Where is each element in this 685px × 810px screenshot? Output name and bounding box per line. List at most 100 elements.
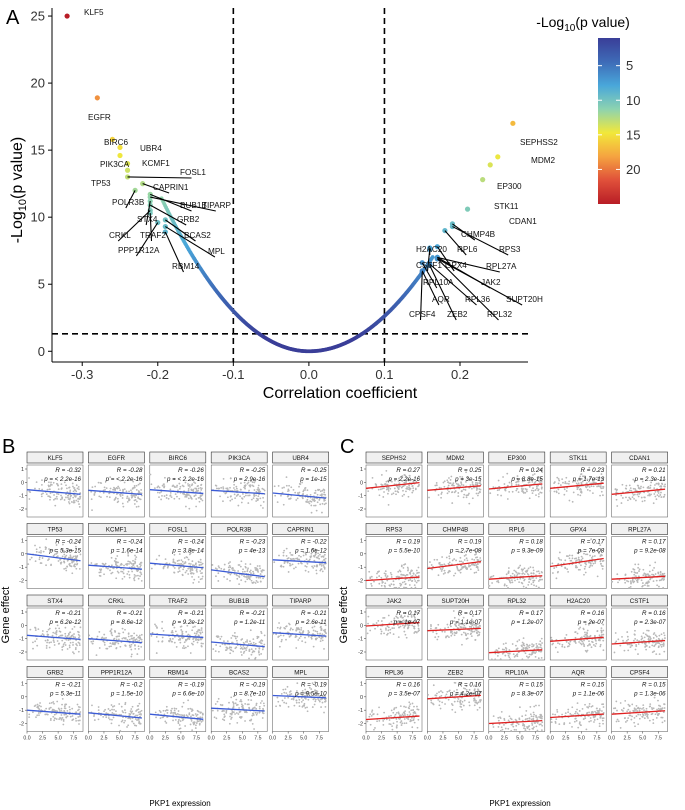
- facet-point: [99, 575, 102, 577]
- facet-strip-label: RBM14: [167, 670, 188, 677]
- facet-point: [254, 642, 257, 645]
- facet-point: [496, 649, 499, 652]
- facet-point: [516, 648, 519, 650]
- facet-point: [71, 482, 74, 485]
- facet-p-value: p = 5.5e-10: [388, 548, 421, 555]
- facet-point: [150, 634, 153, 637]
- facet-point: [558, 643, 561, 645]
- facet-point: [560, 559, 563, 561]
- facet-point: [254, 567, 256, 569]
- facet-point: [407, 569, 409, 572]
- facet-point: [620, 494, 623, 497]
- facet-point: [161, 620, 164, 623]
- volcano-label-bub1b: BUB1B: [180, 201, 207, 210]
- facet-point: [124, 711, 127, 714]
- facet-point: [506, 484, 509, 487]
- facet-point: [401, 495, 404, 497]
- facet-point: [251, 484, 254, 487]
- facet-point: [615, 498, 618, 501]
- facet-point: [289, 497, 292, 500]
- facet-x-tick-label: 0.0: [269, 736, 276, 742]
- facet-point: [447, 562, 450, 565]
- facet-y-tick-label: 0: [21, 623, 24, 629]
- facet-point: [189, 723, 192, 726]
- facet-strip: [88, 451, 145, 464]
- facet-point: [561, 645, 564, 648]
- facet-y-tick-label: 1: [360, 610, 363, 616]
- facet-point: [583, 639, 585, 642]
- facet-point: [37, 628, 40, 631]
- facet-point: [193, 481, 195, 484]
- facet-point: [189, 567, 191, 570]
- facet-point: [53, 719, 56, 722]
- facet-point: [173, 626, 176, 629]
- facet-point: [201, 713, 204, 716]
- facet-point: [93, 719, 96, 721]
- facet-point: [65, 716, 68, 719]
- facet-point: [244, 702, 247, 705]
- facet-point: [301, 496, 304, 499]
- facet-p-value: p = 1.6e-14: [110, 548, 143, 555]
- facet-point: [173, 571, 175, 574]
- facet-point: [191, 714, 194, 716]
- facet-point: [222, 487, 225, 490]
- facet-point: [197, 581, 200, 583]
- facet-point: [462, 561, 464, 564]
- facet-point: [236, 577, 239, 580]
- facet-p-value: p = 1.6e-12: [294, 548, 327, 555]
- facet-point: [262, 488, 265, 491]
- facet-point: [584, 565, 587, 568]
- facet-point: [648, 570, 651, 573]
- facet-point: [242, 645, 245, 647]
- volcano-point-cloud: [159, 196, 435, 354]
- facet-p-value: p = 9.3e-09: [510, 548, 543, 555]
- facet-point: [49, 706, 52, 709]
- facet-point: [244, 580, 247, 583]
- facet-point: [48, 558, 50, 560]
- facet-point: [616, 573, 619, 576]
- facet-point: [243, 570, 246, 573]
- facet-point: [201, 487, 203, 490]
- facet-point: [259, 567, 261, 570]
- facet-point: [662, 586, 665, 589]
- facet-point: [46, 641, 49, 644]
- facet-point: [61, 549, 64, 551]
- facet-point: [200, 572, 202, 575]
- facet-point: [400, 573, 403, 576]
- facet-point: [74, 545, 77, 548]
- facet-point: [435, 482, 438, 484]
- volcano-point-cdan1: [464, 206, 471, 212]
- facet-point: [175, 486, 178, 488]
- facet-point: [243, 481, 246, 484]
- facet-point: [263, 704, 266, 707]
- facet-fit-line: [26, 489, 81, 495]
- facet-point: [41, 633, 44, 635]
- facet-point: [53, 494, 55, 496]
- facet-point: [126, 726, 128, 728]
- facet-point: [295, 557, 297, 560]
- facet-point: [200, 642, 203, 645]
- facet-point: [189, 563, 192, 565]
- facet-point: [304, 569, 307, 572]
- facet-point: [56, 497, 58, 500]
- facet-point: [617, 581, 619, 584]
- facet-point: [122, 711, 125, 714]
- facet-point: [566, 568, 569, 571]
- facet-point: [379, 488, 382, 491]
- facet-point: [173, 477, 176, 480]
- facet-point: [403, 586, 405, 589]
- facet-point: [176, 560, 179, 562]
- facet-point: [233, 573, 236, 575]
- facet-point: [109, 476, 112, 479]
- facet-point: [69, 490, 71, 493]
- facet-point: [241, 638, 244, 640]
- facet-point: [585, 650, 588, 653]
- facet-point: [78, 636, 80, 639]
- facet-point: [140, 561, 143, 564]
- facet-point: [528, 655, 531, 658]
- facet-point: [178, 719, 180, 721]
- facet-point: [436, 638, 439, 641]
- facet-point: [504, 488, 506, 491]
